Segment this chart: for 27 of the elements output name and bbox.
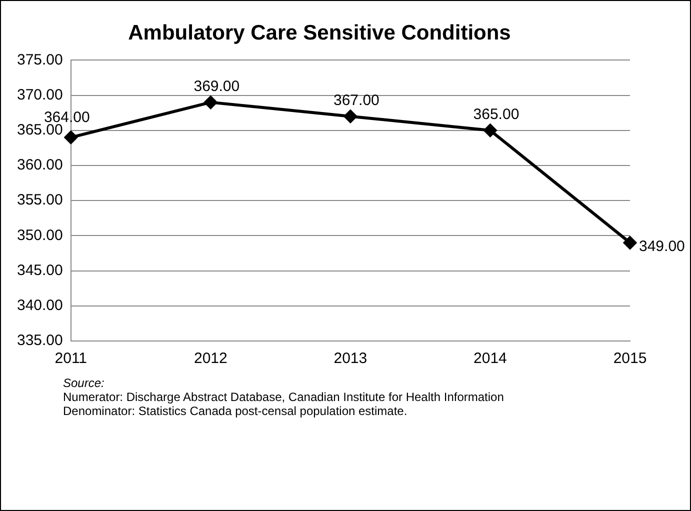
point — [64, 130, 78, 144]
point — [204, 96, 218, 109]
x-tick-label: 2011 — [54, 350, 88, 368]
x-tick-label: 2012 — [194, 350, 228, 368]
text: Denominator: Statistics Canada post-censal population estimate. — [63, 404, 408, 418]
text: Numerator: Discharge Abstract Database, Canadian Institute for Health Information — [63, 390, 504, 404]
y-tick-label: 360.00 — [16, 156, 63, 174]
data-label: 367.00 — [333, 92, 380, 109]
y-tick-label: 375.00 — [16, 51, 63, 68]
x-tick-label: 2015 — [613, 350, 647, 368]
data-label: 349.00 — [639, 238, 685, 255]
x-tick-label: 2014 — [474, 350, 507, 368]
y-tick-label: 350.00 — [16, 226, 63, 244]
point — [484, 124, 497, 137]
y-tick-label: 365.00 — [16, 122, 63, 139]
point — [344, 110, 357, 123]
chart-title: Ambulatory Care Sensitive Conditions — [128, 21, 511, 44]
data-label: 369.00 — [194, 78, 240, 95]
point — [624, 236, 636, 250]
x-tick-label: 2013 — [334, 350, 368, 368]
data-label: 365.00 — [473, 106, 520, 124]
y-tick-label: 345.00 — [16, 262, 63, 279]
source-note: Source: — [63, 376, 106, 390]
y-tick-label: 335.00 — [16, 332, 63, 350]
y-tick-label: 370.00 — [16, 86, 63, 104]
y-tick-label: 340.00 — [16, 297, 63, 314]
y-tick-label: 355.00 — [16, 192, 63, 209]
